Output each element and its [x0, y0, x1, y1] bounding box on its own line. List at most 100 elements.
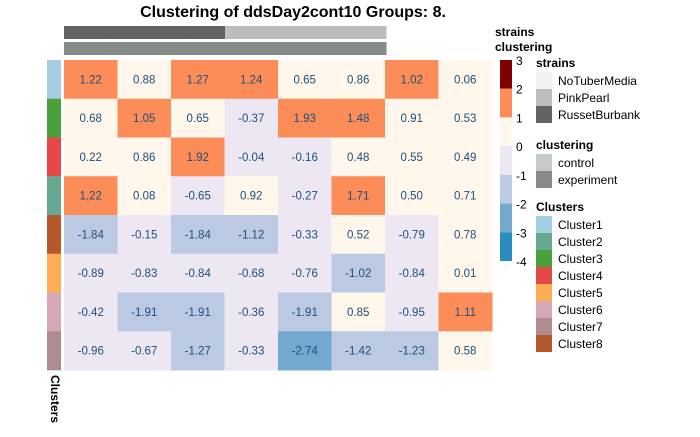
clusters-legend-label: Cluster1: [558, 218, 603, 232]
cell-value-label: -0.27: [292, 191, 318, 203]
cell-value-label: 0.91: [401, 113, 423, 125]
heatmap-cell: [171, 60, 225, 100]
heatmap-cell: [278, 137, 332, 177]
heatmap-cell: [278, 176, 332, 216]
strains-annotation-cell: [184, 26, 226, 39]
heatmap-cell: [278, 215, 332, 255]
heatmap-cell: [64, 98, 118, 138]
clustering-annotation-cell: [345, 42, 387, 55]
cell-value-label: -0.84: [185, 268, 212, 280]
clustering-annotation-cell: [305, 42, 347, 55]
clustering-annotation-cell: [64, 42, 105, 55]
cell-value-label: 0.53: [454, 113, 476, 125]
heatmap-cell: [117, 60, 172, 100]
heatmap-cell: [385, 98, 439, 138]
heatmap-cell: [331, 176, 386, 216]
cell-value-label: 0.92: [240, 191, 262, 203]
heatmap-cell: [385, 292, 439, 332]
cell-value-label: -1.91: [131, 307, 157, 319]
cell-value-label: 0.50: [401, 191, 423, 203]
cell-value-label: -0.84: [399, 268, 426, 280]
colorbar-tick-label: 2: [516, 83, 523, 97]
heatmap-cell: [438, 253, 493, 293]
clustering-legend-swatch: [536, 171, 552, 188]
colorbar-segment: [500, 203, 512, 233]
heatmap-cell: [64, 253, 118, 293]
color-scale-legend: 3 2 1 0 -1 -2 -3 -4: [500, 54, 527, 269]
cell-value-label: -1.42: [345, 346, 371, 358]
colorbar-segment: [500, 232, 512, 261]
cell-value-label: -1.27: [185, 346, 211, 358]
heatmap-cell: [438, 60, 493, 100]
colorbar-tick-label: 1: [516, 111, 523, 125]
clusters-legend-label: Cluster2: [558, 235, 603, 249]
cell-value-label: -0.42: [78, 307, 104, 319]
cell-value-label: 1.11: [454, 307, 476, 319]
cell-value-label: -0.79: [399, 229, 425, 241]
cell-value-label: -0.33: [292, 229, 318, 241]
cell-value-label: -2.74: [292, 346, 319, 358]
clustering-annotation-cell: [225, 42, 266, 55]
strains-legend-title: strains: [536, 56, 576, 70]
clustering-annotation-cell: [265, 42, 306, 55]
cell-value-label: 0.78: [454, 229, 476, 241]
cell-value-label: 0.06: [454, 74, 476, 86]
cell-value-label: -1.91: [292, 307, 318, 319]
row-annotation-label: Clusters: [48, 375, 62, 423]
cell-value-label: 0.88: [133, 74, 155, 86]
row-annotation-cluster3: [47, 98, 61, 138]
cell-value-label: 0.71: [454, 191, 476, 203]
heatmap-cell: [278, 331, 332, 371]
heatmap-cell: [385, 215, 439, 255]
cell-value-label: 0.52: [347, 229, 369, 241]
cell-value-label: -1.84: [185, 229, 212, 241]
cell-value-label: 0.85: [347, 307, 369, 319]
clustering-legend-label: experiment: [558, 173, 618, 187]
heatmap-cell: [224, 176, 279, 216]
heatmap-cell: [385, 137, 439, 177]
cell-value-label: -1.02: [345, 268, 371, 280]
cell-value-label: 1.05: [133, 113, 155, 125]
row-annotation-cluster5: [47, 253, 61, 293]
colorbar-segment: [500, 60, 512, 89]
clustering-legend-title: clustering: [536, 138, 593, 152]
heatmap-cell: [64, 292, 118, 332]
heatmap-cell: [171, 215, 225, 255]
clusters-legend-label: Cluster6: [558, 303, 603, 317]
cell-value-label: 1.02: [401, 74, 423, 86]
cell-value-label: 1.27: [187, 74, 209, 86]
heatmap-cell: [171, 98, 225, 138]
cell-value-label: -0.67: [131, 346, 157, 358]
heatmap-cell: [171, 292, 225, 332]
cell-value-label: 0.58: [454, 346, 476, 358]
heatmap-cell: [171, 176, 225, 216]
heatmap-cell: [278, 98, 332, 138]
heatmap-cell: [64, 215, 118, 255]
row-annotation-cluster8: [47, 215, 61, 255]
heatmap-cell: [331, 253, 386, 293]
heatmap-cell: [438, 292, 493, 332]
cell-value-label: -0.16: [292, 152, 318, 164]
cell-value-label: 1.22: [80, 74, 102, 86]
heatmap-cell: [331, 215, 386, 255]
cell-value-label: 0.08: [133, 191, 155, 203]
colorbar-tick-label: -1: [516, 169, 527, 183]
strains-legend-swatch: [536, 106, 552, 123]
cell-value-label: -0.83: [131, 268, 157, 280]
clusters-legend-swatch: [536, 284, 552, 301]
cell-value-label: -1.84: [78, 229, 105, 241]
strains-annotation-cell: [225, 26, 266, 39]
colorbar-tick-label: 0: [516, 140, 523, 154]
cell-value-label: 0.22: [80, 152, 102, 164]
colorbar-segment: [500, 174, 512, 204]
colorbar-segment: [500, 146, 512, 175]
clusters-legend-swatch: [536, 267, 552, 284]
annotation-legends: strains NoTuberMedia PinkPearl RussetBurban…: [536, 56, 641, 352]
cell-value-label: -0.95: [399, 307, 425, 319]
heatmap-cell: [438, 331, 493, 371]
cell-value-label: 0.86: [347, 74, 369, 86]
clustering-annotation-cell: [184, 42, 226, 55]
clusters-legend-label: Cluster4: [558, 269, 603, 283]
row-annotation-cluster7: [47, 331, 61, 371]
